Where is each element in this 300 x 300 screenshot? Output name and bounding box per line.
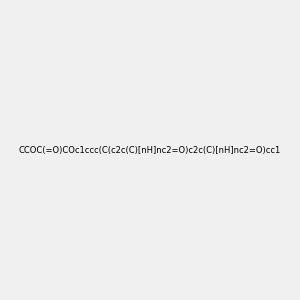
Text: CCOC(=O)COc1ccc(C(c2c(C)[nH]nc2=O)c2c(C)[nH]nc2=O)cc1: CCOC(=O)COc1ccc(C(c2c(C)[nH]nc2=O)c2c(C)… (19, 146, 281, 154)
